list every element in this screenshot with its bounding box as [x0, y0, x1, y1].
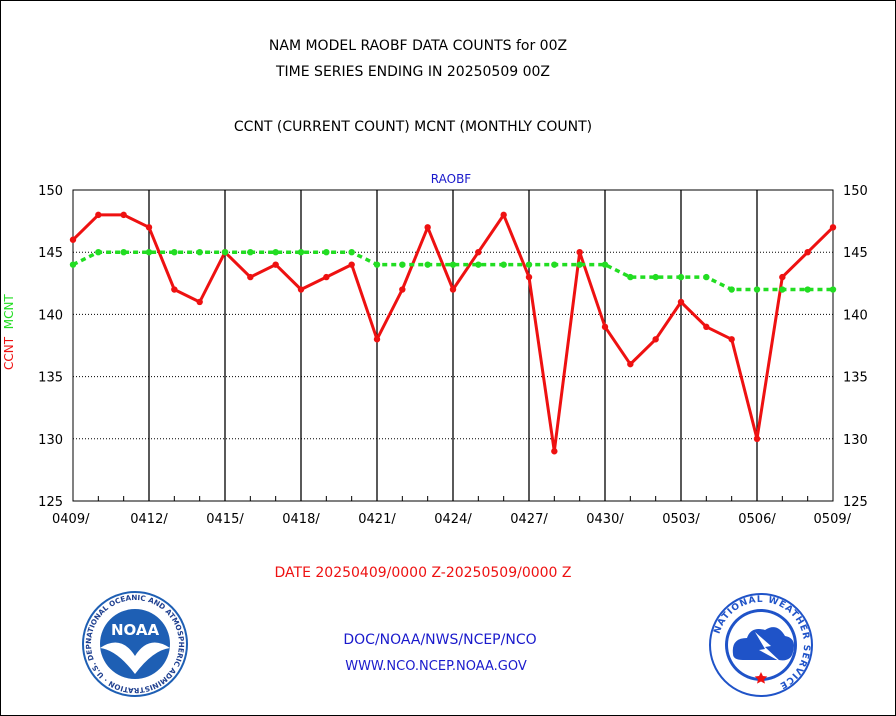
data-point-ccnt — [69, 236, 77, 243]
data-point-mcnt — [145, 249, 153, 256]
data-point-mcnt — [601, 261, 609, 268]
x-tick-label: 0415/ — [206, 512, 244, 527]
chart-subtitle: CCNT (CURRENT COUNT) MCNT (MONTHLY COUNT… — [233, 119, 593, 135]
y-tick-label-right: 125 — [843, 495, 868, 510]
data-point-ccnt — [196, 298, 203, 306]
data-point-mcnt — [728, 286, 735, 293]
y-tick-label-right: 140 — [843, 308, 868, 323]
data-point-ccnt — [829, 224, 837, 231]
data-point-mcnt — [247, 249, 254, 256]
data-point-ccnt — [551, 448, 558, 455]
data-point-mcnt — [348, 249, 355, 256]
y-tick-label-left: 130 — [38, 433, 63, 448]
data-point-ccnt — [525, 273, 533, 281]
data-point-ccnt — [475, 249, 482, 256]
y-tick-label-right: 145 — [843, 246, 868, 261]
data-point-mcnt — [829, 286, 837, 293]
data-point-mcnt — [221, 249, 229, 256]
data-point-mcnt — [373, 261, 381, 268]
panel-label: RAOBF — [430, 172, 472, 186]
data-point-mcnt — [297, 249, 305, 256]
date-range-label: DATE 20250409/0000 Z-20250509/0000 Z — [274, 565, 572, 581]
x-tick-label: 0503/ — [662, 512, 700, 527]
data-point-ccnt — [576, 249, 583, 256]
data-point-mcnt — [500, 261, 507, 268]
x-tick-label: 0412/ — [130, 512, 168, 527]
x-tick-label: 0421/ — [358, 512, 396, 527]
data-point-ccnt — [247, 273, 254, 281]
data-point-mcnt — [196, 249, 203, 256]
data-point-mcnt — [399, 261, 406, 268]
data-point-ccnt — [171, 286, 178, 293]
data-point-mcnt — [652, 273, 659, 281]
data-point-ccnt — [348, 261, 355, 268]
data-point-ccnt — [297, 286, 305, 293]
noaa-logo: NATIONAL OCEANIC AND ATMOSPHERIC ADMINIS… — [81, 590, 188, 697]
chart-title-line2: TIME SERIES ENDING IN 20250509 00Z — [276, 64, 550, 80]
credit-url: WWW.NCO.NCEP.NOAA.GOV — [345, 659, 527, 674]
data-point-mcnt — [69, 261, 77, 268]
data-point-ccnt — [145, 224, 153, 231]
nws-logo: NATIONAL WEATHER SERVICE — [709, 593, 813, 697]
data-point-ccnt — [728, 336, 735, 343]
y-tick-label-right: 130 — [843, 433, 868, 448]
data-point-mcnt — [525, 261, 533, 268]
data-point-mcnt — [703, 273, 710, 281]
x-tick-label: 0418/ — [282, 512, 320, 527]
data-point-mcnt — [779, 286, 786, 293]
data-point-ccnt — [753, 435, 761, 442]
x-tick-label: 0430/ — [586, 512, 624, 527]
data-point-mcnt — [424, 261, 431, 268]
data-point-mcnt — [272, 249, 279, 256]
data-point-mcnt — [804, 286, 811, 293]
x-tick-label: 0427/ — [510, 512, 548, 527]
y-tick-label-left: 125 — [38, 495, 63, 510]
data-point-ccnt — [500, 211, 507, 219]
y-tick-label-left: 135 — [38, 371, 63, 386]
data-point-mcnt — [576, 261, 583, 268]
data-point-mcnt — [449, 261, 457, 268]
data-point-ccnt — [703, 323, 710, 331]
data-point-ccnt — [652, 336, 659, 343]
data-point-mcnt — [120, 249, 127, 256]
data-point-mcnt — [677, 273, 685, 281]
data-point-ccnt — [120, 211, 127, 219]
data-point-ccnt — [272, 261, 279, 268]
data-point-mcnt — [753, 286, 761, 293]
data-point-ccnt — [424, 224, 431, 231]
data-point-mcnt — [171, 249, 178, 256]
noaa-logo-text: NOAA — [111, 621, 160, 639]
data-point-ccnt — [323, 273, 330, 281]
x-tick-label: 0506/ — [738, 512, 776, 527]
data-point-ccnt — [399, 286, 406, 293]
y-tick-label-left: 140 — [38, 308, 63, 323]
credit-line: DOC/NOAA/NWS/NCEP/NCO — [343, 632, 537, 648]
data-point-ccnt — [449, 286, 457, 293]
data-point-ccnt — [373, 336, 381, 343]
data-point-mcnt — [475, 261, 482, 268]
data-point-mcnt — [323, 249, 330, 256]
data-point-ccnt — [677, 298, 685, 306]
data-point-ccnt — [95, 211, 102, 219]
data-point-ccnt — [804, 249, 811, 256]
x-tick-label: 0424/ — [434, 512, 472, 527]
data-point-ccnt — [779, 273, 786, 281]
data-point-ccnt — [601, 323, 609, 331]
y-tick-label-left: 150 — [38, 184, 63, 199]
x-tick-label: 0409/ — [52, 512, 90, 527]
data-point-ccnt — [627, 360, 634, 368]
y-tick-label-right: 150 — [843, 184, 868, 199]
y-tick-label-left: 145 — [38, 246, 63, 261]
data-point-mcnt — [627, 273, 634, 281]
chart-title: NAM MODEL RAOBF DATA COUNTS for 00Z — [268, 38, 568, 54]
data-point-mcnt — [551, 261, 558, 268]
data-point-mcnt — [95, 249, 102, 256]
y-tick-label-right: 135 — [843, 371, 868, 386]
x-tick-label: 0509/ — [814, 512, 852, 527]
